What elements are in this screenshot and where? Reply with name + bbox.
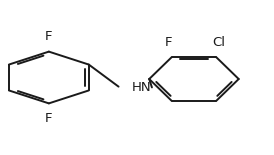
Text: F: F bbox=[45, 112, 53, 125]
Text: HN: HN bbox=[132, 81, 151, 94]
Text: F: F bbox=[165, 36, 173, 49]
Text: Cl: Cl bbox=[213, 36, 226, 49]
Text: F: F bbox=[45, 30, 53, 43]
